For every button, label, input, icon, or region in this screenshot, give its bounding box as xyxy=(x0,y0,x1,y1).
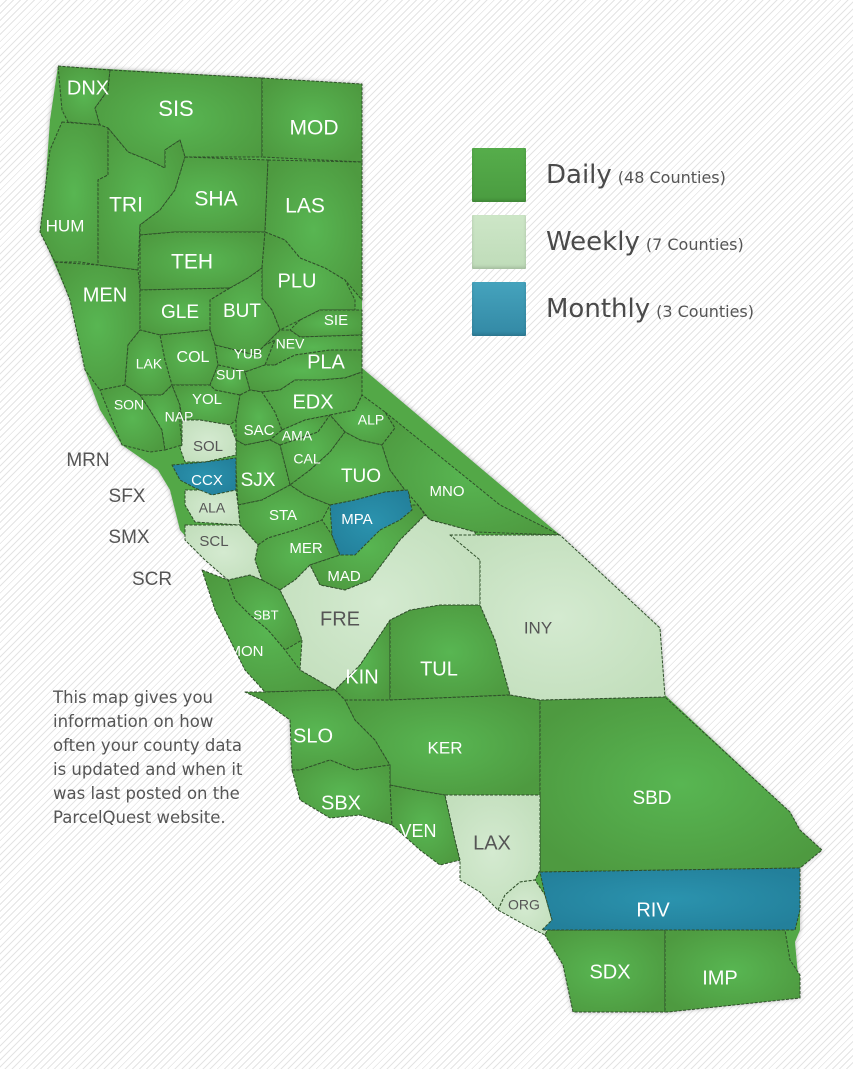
label-KER: KER xyxy=(428,738,463,757)
county-SIE[interactable] xyxy=(289,309,363,338)
label-MAD: MAD xyxy=(327,568,361,585)
label-SUT: SUT xyxy=(216,367,244,383)
label-SDX: SDX xyxy=(589,961,630,983)
label-SCL: SCL xyxy=(199,533,228,550)
label-MER: MER xyxy=(289,540,323,557)
label-TUO: TUO xyxy=(341,466,381,487)
label-COL: COL xyxy=(177,349,210,366)
label-EDX: EDX xyxy=(292,391,333,413)
label-KIN: KIN xyxy=(345,666,378,688)
county-MAD[interactable] xyxy=(309,504,426,591)
label-RIV: RIV xyxy=(636,899,670,921)
label-MRN[interactable]: MRN xyxy=(66,450,109,471)
label-SAC: SAC xyxy=(244,422,275,439)
county-HUM[interactable] xyxy=(39,121,109,266)
label-ALA: ALA xyxy=(199,500,226,516)
county-labels: DNX SIS MOD HUM TRI SHA LAS TEH PLU MEN … xyxy=(46,77,738,989)
county-NAP[interactable] xyxy=(139,384,183,451)
label-ALP: ALP xyxy=(358,412,384,428)
label-SJX: SJX xyxy=(241,470,276,491)
label-SOL: SOL xyxy=(193,438,223,455)
label-PLA: PLA xyxy=(307,351,345,373)
label-MPA: MPA xyxy=(341,511,372,528)
label-YUB: YUB xyxy=(234,346,263,362)
label-PLU: PLU xyxy=(278,270,317,292)
county-BUT[interactable] xyxy=(209,267,281,356)
label-IMP: IMP xyxy=(702,967,738,989)
map-description: This map gives you information on how of… xyxy=(53,688,243,827)
legend-monthly-label: Monthly xyxy=(546,294,651,324)
county-SON[interactable] xyxy=(99,384,166,453)
label-MOD: MOD xyxy=(290,117,339,140)
county-TEH[interactable] xyxy=(139,231,266,291)
county-CCX[interactable] xyxy=(171,457,237,496)
county-SBD[interactable] xyxy=(539,696,823,873)
legend-daily-count: (48 Counties) xyxy=(617,168,726,187)
county-FRE[interactable] xyxy=(279,514,481,691)
label-MON: MON xyxy=(229,643,264,660)
label-INY: INY xyxy=(524,618,552,637)
label-TEH: TEH xyxy=(171,251,213,274)
label-STA: STA xyxy=(269,507,297,524)
label-SBD: SBD xyxy=(632,788,671,809)
legend-weekly-count: (7 Counties) xyxy=(645,235,744,254)
label-GLE: GLE xyxy=(161,302,199,323)
label-MNO: MNO xyxy=(430,483,465,500)
county-LAX[interactable] xyxy=(444,794,541,911)
label-SHA: SHA xyxy=(194,188,237,211)
label-SBX: SBX xyxy=(321,792,361,814)
outer-labels: MRN SFX SMX SCR xyxy=(66,450,172,590)
legend-daily-label: Daily xyxy=(546,160,612,190)
label-TUL: TUL xyxy=(420,658,458,680)
label-SIE: SIE xyxy=(324,312,348,329)
county-RIV[interactable] xyxy=(539,867,801,931)
label-BUT: BUT xyxy=(223,301,261,322)
label-SBT: SBT xyxy=(253,607,278,622)
county-YOL[interactable] xyxy=(171,384,241,426)
county-SDX[interactable] xyxy=(541,929,666,1013)
label-ORG: ORG xyxy=(508,897,540,913)
county-SJX[interactable] xyxy=(235,439,291,506)
weekly-counties xyxy=(179,419,666,936)
label-CCX: CCX xyxy=(191,472,223,489)
label-MEN: MEN xyxy=(83,284,127,306)
label-NEV: NEV xyxy=(276,336,305,352)
legend-monthly-count: (3 Counties) xyxy=(656,302,754,321)
county-SOL[interactable] xyxy=(179,419,237,463)
legend-weekly-label: Weekly xyxy=(546,227,640,257)
county-SCL[interactable] xyxy=(184,524,263,581)
label-SON: SON xyxy=(114,397,144,413)
county-SLO[interactable] xyxy=(244,689,391,771)
label-LAX: LAX xyxy=(473,832,511,854)
label-SCR[interactable]: SCR xyxy=(132,569,172,590)
label-CAL: CAL xyxy=(293,451,320,467)
label-FRE: FRE xyxy=(320,608,360,630)
label-SIS: SIS xyxy=(158,96,193,121)
monthly-swatch xyxy=(472,282,526,336)
daily-swatch xyxy=(472,148,526,202)
label-SFX[interactable]: SFX xyxy=(109,486,146,507)
label-LAS: LAS xyxy=(285,195,325,218)
daily-counties xyxy=(39,65,823,1013)
label-SMX[interactable]: SMX xyxy=(108,527,150,548)
weekly-swatch xyxy=(472,215,526,269)
label-HUM: HUM xyxy=(46,216,85,235)
county-MPA[interactable] xyxy=(329,489,413,556)
label-LAK: LAK xyxy=(136,356,163,372)
label-SLO: SLO xyxy=(293,725,333,747)
county-IMP[interactable] xyxy=(664,929,801,1013)
county-DNX[interactable] xyxy=(57,65,111,126)
county-ALP[interactable] xyxy=(329,394,396,446)
label-NAP: NAP xyxy=(165,409,194,425)
label-VEN: VEN xyxy=(399,821,436,841)
label-AMA: AMA xyxy=(282,428,313,444)
county-TUO[interactable] xyxy=(289,431,406,506)
monthly-counties xyxy=(171,457,801,931)
label-DNX: DNX xyxy=(67,77,109,99)
label-TRI: TRI xyxy=(109,194,143,217)
county-INY[interactable] xyxy=(449,534,666,701)
label-YOL: YOL xyxy=(192,391,222,408)
